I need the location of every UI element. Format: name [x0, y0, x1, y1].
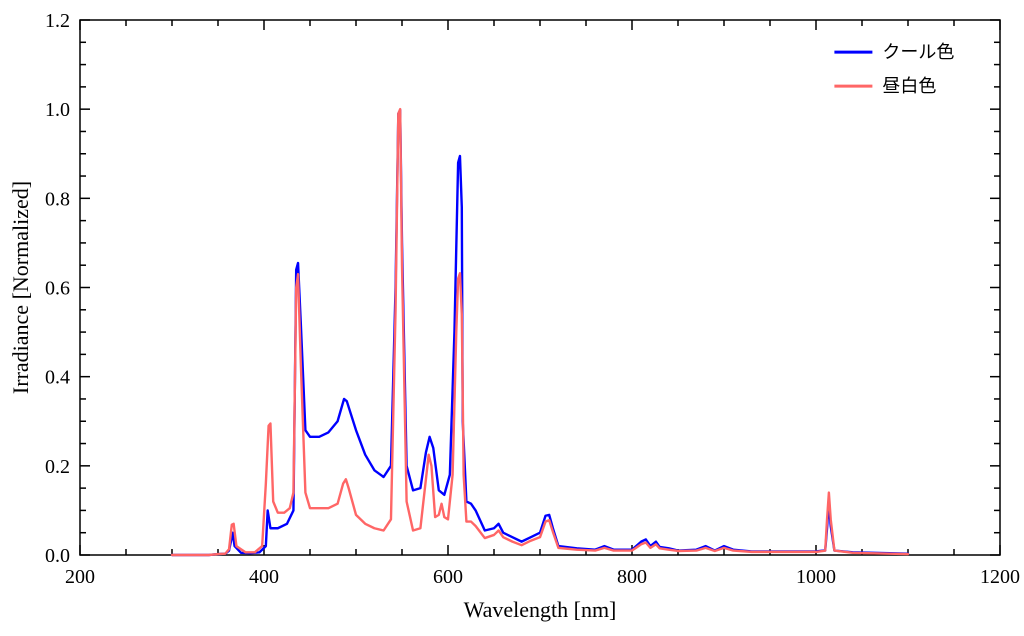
- y-tick-label: 0.2: [45, 456, 70, 478]
- y-axis-label: Irradiance [Normalized]: [8, 181, 33, 394]
- y-tick-label: 0.4: [45, 367, 70, 389]
- spectrum-chart: 200 400 600 800 1000 1200 0.0 0.2 0.4 0.6 0.8 1.0 1.…: [0, 0, 1024, 636]
- x-tick-label: 600: [433, 566, 463, 588]
- y-tick-label: 1.2: [45, 10, 70, 32]
- y-tick-label: 0.0: [45, 545, 70, 567]
- y-tick-label: 0.6: [45, 278, 70, 300]
- series-cool: [172, 110, 908, 555]
- y-tick-label: 0.8: [45, 188, 70, 210]
- x-tick-label: 1000: [796, 566, 836, 588]
- x-tick-label: 200: [65, 566, 95, 588]
- x-tick-label: 1200: [980, 566, 1020, 588]
- chart-svg: 200 400 600 800 1000 1200 0.0 0.2 0.4 0.6 0.8 1.0 1.…: [0, 0, 1024, 636]
- legend-label: クール色: [882, 42, 954, 62]
- x-tick-label: 800: [617, 566, 647, 588]
- x-tick-label: 400: [249, 566, 279, 588]
- plot-border: [80, 20, 1000, 555]
- y-tick-label: 1.0: [45, 99, 70, 121]
- x-axis-label: Wavelength [nm]: [464, 597, 617, 622]
- series-daylight-white: [172, 109, 908, 555]
- legend-label: 昼白色: [882, 76, 936, 96]
